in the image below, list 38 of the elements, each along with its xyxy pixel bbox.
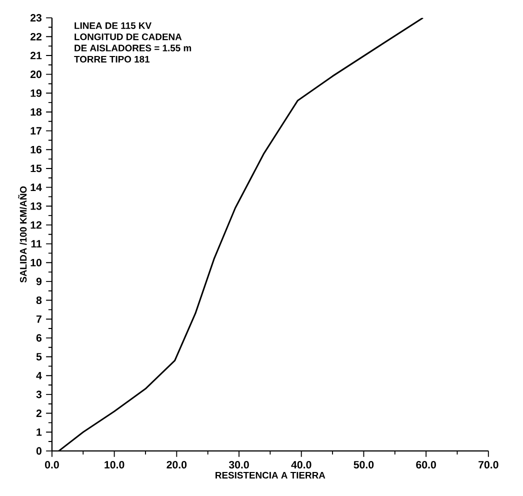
x-tick-label: 60.0	[416, 460, 436, 468]
annotation: LINEA DE 115 KV	[74, 22, 152, 29]
y-tick-label: 7	[36, 315, 42, 323]
y-tick-label: 23	[30, 14, 42, 22]
y-tick-label: 9	[36, 278, 42, 286]
y-tick-label: 8	[36, 296, 42, 304]
y-tick-label: 1	[36, 428, 42, 436]
x-tick-label: 10.0	[104, 460, 124, 468]
y-tick-label: 16	[30, 146, 42, 154]
x-tick-label: 30.0	[228, 460, 249, 468]
y-tick-label: 18	[30, 108, 42, 116]
y-tick-label: 5	[36, 352, 42, 360]
annotation: DE AISLADORES = 1.55 m	[74, 44, 192, 52]
x-tick-label: 50.0	[354, 460, 374, 468]
y-tick-label: 10	[30, 258, 42, 266]
x-tick-label: 70.0	[478, 460, 498, 468]
annotation: TORRE TIPO 181	[74, 56, 150, 62]
x-tick-label: 0.0	[45, 460, 59, 468]
y-tick-label: 22	[30, 32, 42, 40]
x-tick-label: 40.0	[291, 460, 312, 468]
y-tick-label: 17	[30, 127, 42, 134]
x-axis-title: RESISTENCIA A TIERRA	[216, 472, 326, 478]
y-tick-label: 13	[30, 202, 42, 210]
y-tick-label: 20	[30, 70, 42, 78]
x-tick-label: 20.0	[166, 460, 187, 468]
y-tick-label: 6	[36, 334, 42, 342]
y-tick-label: 2	[36, 409, 42, 417]
y-tick-label: 0	[36, 447, 42, 455]
y-tick-label: 14	[30, 184, 42, 191]
y-axis-title: SALIDA /100 KM/AÑO	[18, 186, 27, 282]
y-tick-label: 15	[30, 164, 42, 172]
y-tick-label: 3	[36, 390, 42, 398]
y-tick-label: 19	[30, 89, 42, 97]
y-tick-label: 21	[30, 52, 42, 60]
annotation: LONGITUD DE CADENA	[74, 33, 182, 40]
y-tick-label: 4	[36, 372, 42, 380]
y-tick-label: 12	[30, 221, 42, 229]
y-tick-label: 11	[31, 240, 42, 248]
